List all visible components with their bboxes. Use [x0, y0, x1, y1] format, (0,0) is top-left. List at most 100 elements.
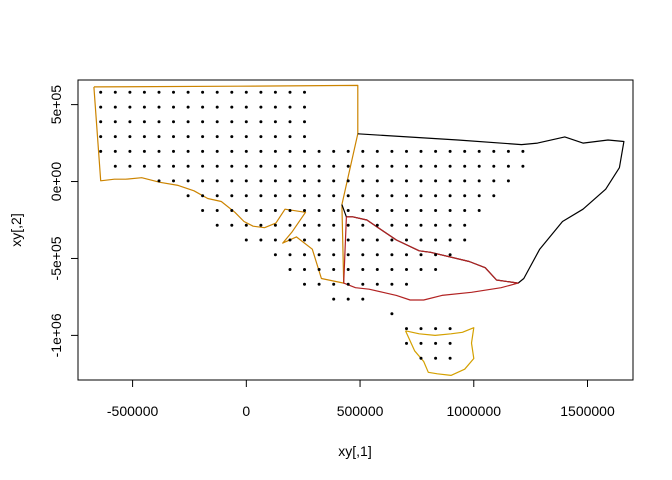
data-point	[201, 149, 205, 153]
data-point	[230, 120, 234, 124]
data-point	[317, 194, 321, 198]
data-point	[172, 149, 175, 153]
vic-boundary	[343, 216, 519, 301]
data-point	[448, 209, 452, 212]
data-point	[244, 164, 248, 168]
data-point	[346, 164, 350, 168]
data-point	[230, 194, 234, 198]
data-point	[332, 282, 336, 286]
data-point	[390, 164, 394, 168]
data-point	[303, 253, 306, 257]
data-point	[448, 223, 452, 227]
data-point	[303, 238, 306, 242]
data-point	[361, 164, 365, 168]
data-point	[390, 282, 394, 286]
data-point	[113, 164, 117, 168]
data-point	[230, 90, 234, 94]
y-tick-label: -5e+05	[48, 236, 64, 280]
data-point	[332, 149, 336, 153]
data-point	[303, 223, 306, 227]
data-point	[390, 209, 394, 212]
grid-points	[99, 90, 525, 360]
data-point	[390, 179, 394, 183]
data-point	[346, 179, 350, 183]
data-point	[390, 268, 394, 271]
data-point	[434, 356, 438, 360]
data-point	[186, 120, 190, 124]
data-point	[142, 105, 146, 109]
region-outlines	[93, 84, 625, 376]
data-point	[448, 238, 452, 242]
data-point	[463, 238, 467, 242]
data-point	[346, 253, 350, 257]
data-point	[361, 268, 365, 271]
data-point	[317, 209, 321, 212]
data-point	[492, 164, 496, 168]
data-point	[477, 194, 481, 198]
sa-boundary	[93, 84, 359, 284]
data-point	[288, 90, 292, 94]
data-point	[142, 149, 146, 153]
data-point	[128, 90, 132, 94]
plot-frame	[77, 79, 634, 381]
data-point	[157, 164, 161, 168]
data-point	[128, 105, 132, 109]
data-point	[346, 194, 350, 198]
data-point	[448, 356, 452, 360]
data-point	[375, 164, 379, 168]
data-point	[288, 105, 292, 109]
data-point	[419, 149, 423, 153]
data-point	[317, 149, 321, 153]
data-point	[259, 238, 263, 242]
nsw-boundary	[341, 133, 625, 284]
data-point	[346, 268, 350, 271]
data-point	[448, 341, 452, 345]
data-point	[434, 253, 438, 257]
data-point	[419, 327, 423, 331]
data-point	[375, 194, 379, 198]
data-point	[113, 105, 117, 109]
data-point	[375, 149, 379, 153]
data-point	[405, 282, 408, 286]
data-point	[244, 120, 248, 124]
data-point	[375, 238, 379, 242]
data-point	[434, 238, 438, 242]
data-point	[230, 223, 234, 227]
data-point	[346, 297, 350, 301]
data-point	[390, 223, 394, 227]
data-point	[259, 105, 263, 109]
data-point	[128, 120, 132, 124]
data-point	[113, 90, 117, 94]
data-point	[375, 179, 379, 183]
data-point	[215, 135, 219, 139]
y-tick-label: 5e+05	[48, 85, 64, 125]
data-point	[142, 90, 146, 94]
data-point	[186, 90, 190, 94]
data-point	[215, 164, 219, 168]
data-point	[346, 209, 350, 212]
data-point	[113, 120, 117, 124]
data-point	[303, 120, 306, 124]
data-point	[273, 209, 277, 212]
data-point	[273, 223, 277, 227]
data-point	[142, 164, 146, 168]
data-point	[244, 194, 248, 198]
data-point	[99, 135, 103, 139]
data-point	[244, 223, 248, 227]
data-point	[317, 223, 321, 227]
data-point	[230, 164, 234, 168]
y-tick-label: -1e+06	[48, 313, 64, 357]
data-point	[521, 164, 525, 168]
data-point	[273, 179, 277, 183]
data-point	[405, 194, 408, 198]
data-point	[419, 253, 423, 257]
data-point	[288, 135, 292, 139]
data-point	[128, 164, 132, 168]
data-point	[434, 341, 438, 345]
data-point	[201, 209, 205, 212]
y-axis: 5e+05 0e+00 -5e+05 -1e+06	[48, 85, 79, 357]
data-point	[419, 341, 423, 345]
data-point	[521, 149, 525, 153]
data-point	[361, 297, 365, 301]
